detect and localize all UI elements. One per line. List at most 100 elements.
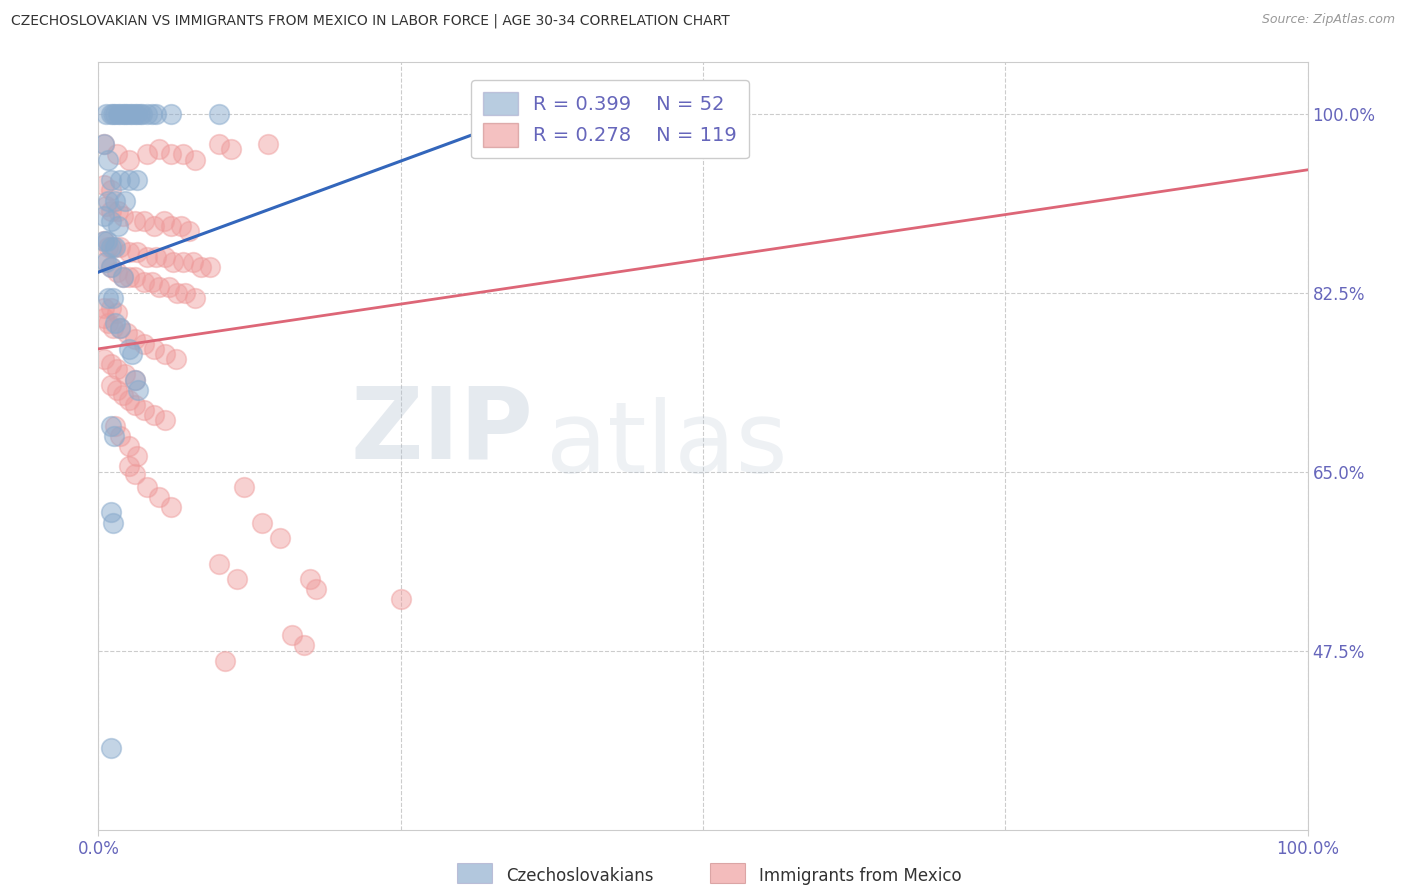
Point — [124, 270, 146, 285]
Point — [184, 291, 207, 305]
Point — [93, 352, 115, 367]
Point — [118, 342, 141, 356]
Point — [124, 372, 146, 386]
Point — [93, 301, 115, 315]
Point — [93, 209, 115, 223]
Point — [281, 628, 304, 642]
Point — [97, 194, 120, 208]
Point — [256, 137, 278, 152]
Point — [101, 516, 124, 530]
Point — [157, 280, 180, 294]
Point — [143, 342, 166, 356]
Point — [153, 413, 176, 427]
Point — [292, 639, 315, 653]
Point — [160, 219, 183, 233]
Point — [93, 255, 115, 269]
Point — [208, 137, 231, 152]
Point — [124, 467, 146, 481]
Legend: R = 0.399    N = 52, R = 0.278    N = 119: R = 0.399 N = 52, R = 0.278 N = 119 — [471, 79, 748, 159]
Point — [105, 147, 128, 161]
Point — [135, 147, 157, 161]
Point — [103, 429, 125, 443]
Point — [148, 142, 170, 156]
Point — [145, 106, 167, 120]
Point — [389, 592, 412, 607]
Point — [127, 383, 149, 397]
Text: atlas: atlas — [546, 398, 787, 494]
Point — [124, 214, 146, 228]
Point — [100, 740, 122, 755]
Point — [121, 347, 143, 361]
Point — [93, 178, 115, 193]
Point — [111, 270, 134, 285]
Point — [153, 347, 176, 361]
Point — [269, 531, 291, 545]
Point — [93, 137, 115, 152]
Point — [131, 106, 153, 120]
Point — [107, 106, 129, 120]
Point — [108, 429, 131, 443]
Point — [108, 321, 131, 335]
Point — [160, 500, 183, 515]
Point — [208, 106, 231, 120]
Point — [94, 106, 117, 120]
Point — [100, 260, 122, 274]
Point — [107, 203, 129, 218]
Point — [135, 480, 157, 494]
Point — [100, 183, 122, 197]
Point — [100, 506, 122, 520]
Point — [93, 311, 115, 326]
Point — [108, 173, 131, 187]
Point — [96, 235, 118, 249]
Point — [105, 306, 128, 320]
Point — [104, 194, 127, 208]
Point — [181, 255, 204, 269]
Point — [305, 582, 328, 597]
Point — [100, 377, 122, 392]
Point — [108, 106, 131, 120]
Point — [121, 106, 143, 120]
Point — [100, 239, 122, 253]
Point — [135, 250, 157, 264]
Point — [111, 209, 134, 223]
Point — [107, 219, 129, 233]
Text: Source: ZipAtlas.com: Source: ZipAtlas.com — [1261, 13, 1395, 27]
Point — [148, 280, 170, 294]
Point — [118, 106, 141, 120]
Point — [93, 137, 115, 152]
Point — [101, 321, 124, 335]
Point — [166, 285, 188, 300]
Point — [93, 235, 115, 249]
Point — [250, 516, 273, 530]
Point — [124, 106, 146, 120]
Point — [108, 239, 131, 253]
Point — [190, 260, 212, 274]
Point — [172, 255, 194, 269]
Point — [162, 255, 184, 269]
Point — [143, 409, 166, 423]
Point — [127, 244, 149, 259]
Point — [114, 368, 136, 382]
Point — [232, 480, 254, 494]
Point — [141, 276, 163, 290]
Point — [221, 142, 243, 156]
Point — [299, 572, 322, 586]
Point — [152, 214, 174, 228]
Point — [94, 199, 117, 213]
Point — [179, 224, 201, 238]
Point — [198, 260, 221, 274]
Point — [226, 572, 249, 586]
Point — [97, 239, 120, 253]
Point — [114, 106, 136, 120]
Point — [94, 255, 117, 269]
Point — [117, 106, 139, 120]
Text: Immigrants from Mexico: Immigrants from Mexico — [759, 867, 962, 885]
Point — [134, 403, 156, 417]
Point — [148, 490, 170, 504]
Point — [118, 244, 141, 259]
Point — [104, 239, 127, 253]
Point — [160, 106, 183, 120]
Point — [101, 106, 124, 120]
Point — [97, 291, 120, 305]
Point — [208, 557, 231, 571]
